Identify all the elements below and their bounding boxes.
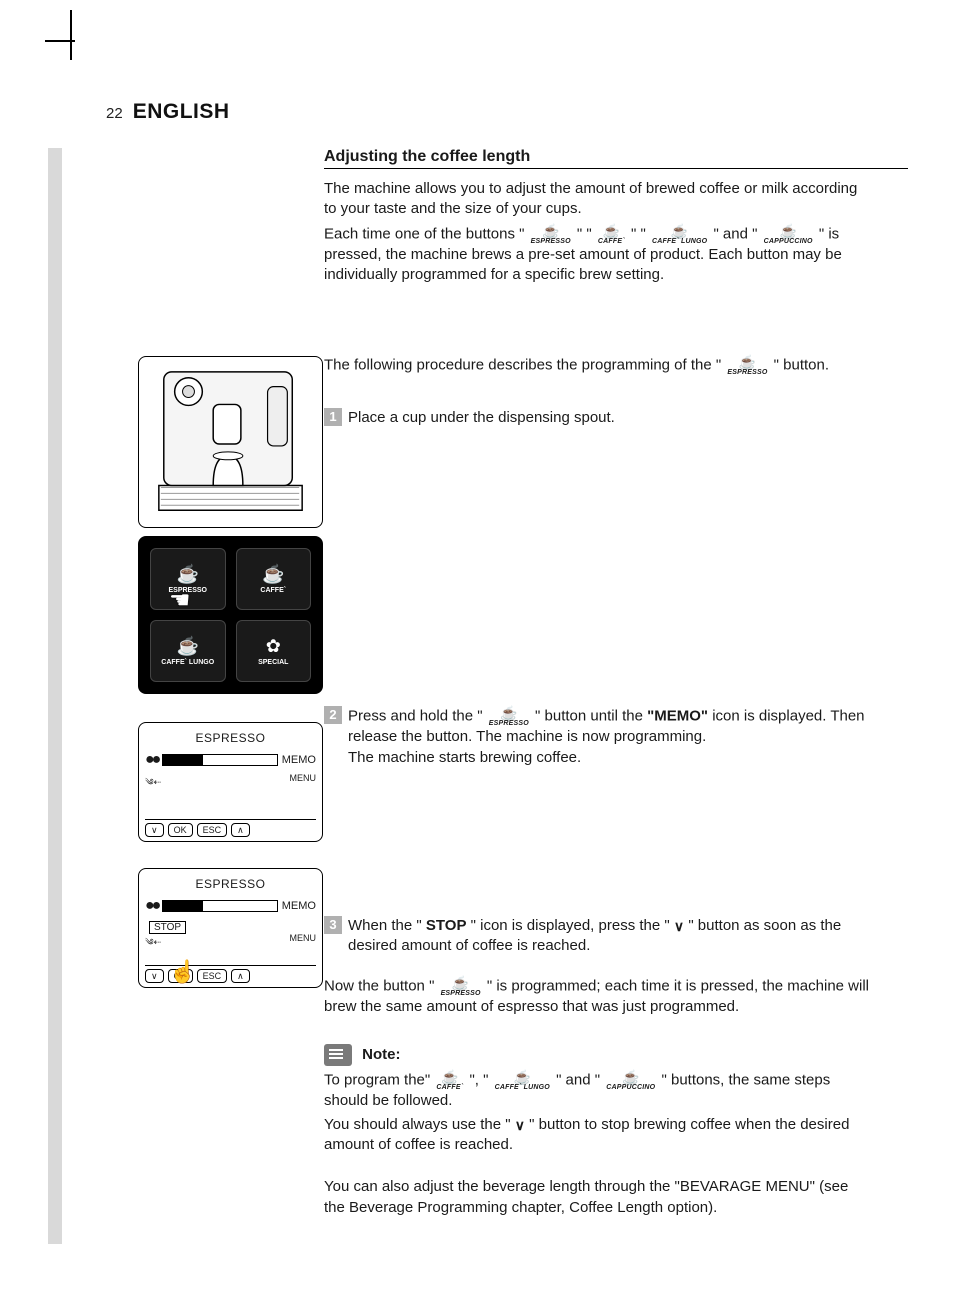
step-1: 1 Place a cup under the dispensing spout… [324, 408, 869, 428]
down-chevron-icon: ∨ [515, 1118, 525, 1132]
intro-2b: " " [577, 225, 592, 242]
espresso-icon: ☕ESPRESSO [531, 224, 571, 245]
cappuccino-icon: ☕CAPPUCCINO [764, 224, 813, 245]
step-2: 2 Press and hold the " ☕ESPRESSO " butto… [324, 706, 869, 768]
step-3: 3 When the " STOP " icon is displayed, p… [324, 916, 869, 957]
step-number: 2 [324, 706, 342, 724]
language-title: ENGLISH [133, 100, 230, 124]
stop-label: STOP [149, 921, 316, 933]
closing-paragraph: You can also adjust the beverage length … [324, 1177, 869, 1218]
panel-special: ✿ SPECIAL [236, 620, 312, 682]
intro-line1: The machine allows you to adjust the amo… [324, 180, 857, 217]
panel-caffelungo: ☕ CAFFE` LUNGO [150, 620, 226, 682]
lcd-title: ESPRESSO [145, 877, 316, 891]
note-label: Note: [362, 1045, 400, 1062]
finger-press-icon: ☚ [169, 586, 191, 615]
steam-icon: ༄⇠ [145, 933, 161, 958]
section-title: Adjusting the coffee length [324, 148, 908, 169]
step-number: 3 [324, 916, 342, 934]
softkey-down: ∨ [145, 969, 164, 983]
caffe-icon: ☕CAFFE` [436, 1070, 463, 1091]
memo-label: MEMO [282, 900, 316, 912]
espresso-icon: ☕ESPRESSO [727, 355, 767, 376]
panel-espresso: ☕ ESPRESSO ☚ [150, 548, 226, 610]
softkey-up: ∧ [231, 823, 250, 837]
lcd-stop-illustration: ESPRESSO ●● MEMO STOP ༄⇠ MENU ∨ OK [138, 868, 323, 988]
espresso-icon: ☕ESPRESSO [489, 706, 529, 727]
caffelungo-icon: ☕CAFFE` LUNGO [495, 1070, 550, 1091]
softkey-up: ∧ [231, 969, 250, 983]
menu-label: MENU [290, 773, 317, 798]
softkey-ok: OK [168, 823, 193, 837]
note-icon [324, 1044, 352, 1066]
side-grey-bar [48, 148, 62, 1244]
now-programmed: Now the button " ☕ESPRESSO " is programm… [324, 976, 869, 1017]
progress-bar [162, 900, 277, 912]
prog-intro: The following procedure describes the pr… [324, 355, 869, 376]
intro-2c: " " [631, 225, 646, 242]
beans-icon: ●● [145, 897, 158, 915]
caffe-icon: ☕CAFFE` [598, 224, 625, 245]
machine-illustration [138, 356, 323, 528]
note-block: Note: To program the" ☕CAFFE` ", " ☕CAFF… [324, 1044, 869, 1156]
intro-2a: Each time one of the buttons " [324, 225, 524, 242]
menu-label: MENU [290, 933, 317, 958]
intro-paragraph: The machine allows you to adjust the amo… [324, 179, 869, 285]
page-number: 22 [106, 105, 123, 122]
page-header: 22 ENGLISH [106, 100, 908, 124]
step-number: 1 [324, 408, 342, 426]
intro-2d: " and " [713, 225, 757, 242]
finger-press-icon: ☝ [169, 959, 196, 985]
softkey-esc: ESC [197, 969, 228, 983]
memo-bold: "MEMO" [647, 708, 708, 725]
lcd-memo-illustration: ESPRESSO ●● MEMO ༄⇠ MENU ∨ OK ESC ∧ [138, 722, 323, 842]
espresso-icon: ☕ESPRESSO [441, 976, 481, 997]
panel-caffe: ☕ CAFFE` [236, 548, 312, 610]
beans-icon: ●● [145, 751, 158, 769]
progress-bar [162, 754, 277, 766]
down-chevron-icon: ∨ [674, 919, 684, 933]
cappuccino-icon: ☕CAPPUCCINO [606, 1070, 655, 1091]
softkey-esc: ESC [197, 823, 228, 837]
coffee-machine-svg [139, 357, 322, 527]
memo-label: MEMO [282, 754, 316, 766]
lcd-title: ESPRESSO [145, 731, 316, 745]
step-1-text: Place a cup under the dispensing spout. [348, 408, 869, 428]
steam-icon: ༄⇠ [145, 773, 161, 798]
stop-bold: STOP [426, 917, 467, 934]
button-panel-illustration: ☕ ESPRESSO ☚ ☕ CAFFE` ☕ CAFFE` LUNGO ✿ S… [138, 536, 323, 694]
softkey-down: ∨ [145, 823, 164, 837]
caffelungo-icon: ☕CAFFE` LUNGO [652, 224, 707, 245]
